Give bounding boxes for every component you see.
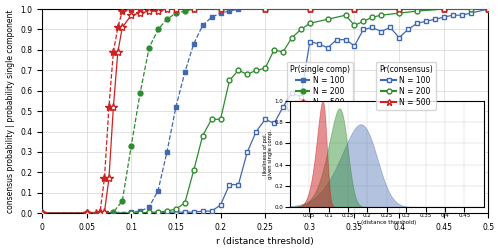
Y-axis label: consensus probability | probability single component: consensus probability | probability sing…	[6, 9, 15, 213]
Legend: N = 100, N = 200, N = 500: N = 100, N = 200, N = 500	[376, 62, 436, 110]
X-axis label: r (distance threshold): r (distance threshold)	[216, 237, 314, 246]
